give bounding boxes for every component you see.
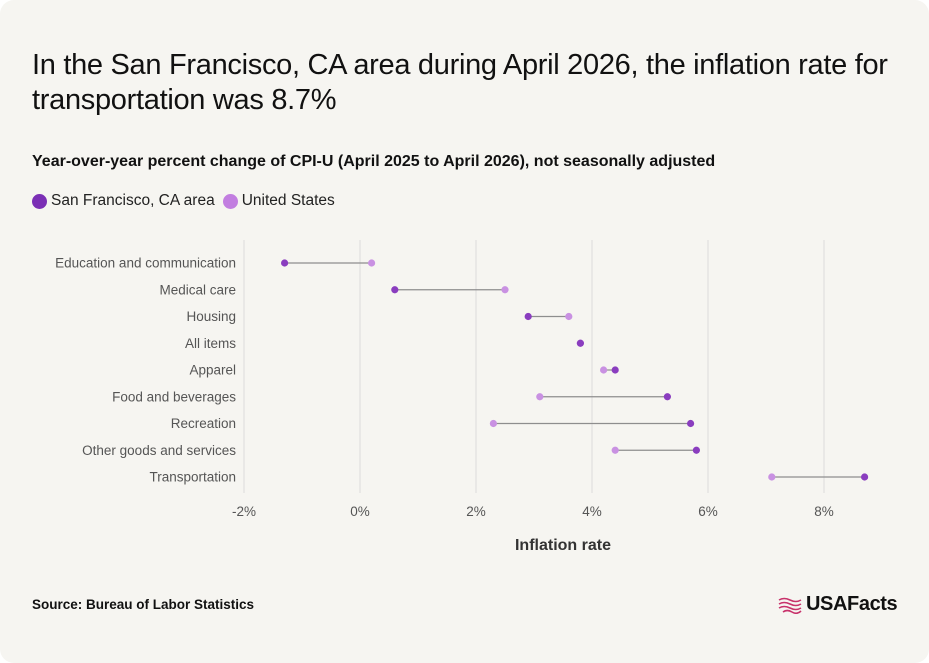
sf-point <box>861 473 869 481</box>
us-point <box>768 473 776 481</box>
chart-title: In the San Francisco, CA area during Apr… <box>32 49 888 116</box>
sf-point <box>611 366 619 374</box>
legend-label-us: United States <box>241 192 335 209</box>
us-point <box>501 286 509 294</box>
logo-text: USAFacts <box>806 593 898 615</box>
us-point <box>368 259 376 267</box>
x-tick-label: -2% <box>232 504 256 519</box>
flag-icon <box>778 597 802 614</box>
category-label: All items <box>185 336 236 351</box>
sf-point <box>281 259 289 267</box>
x-tick-label: 0% <box>350 504 370 519</box>
legend-marker-sf <box>32 193 47 209</box>
sf-point <box>524 312 532 321</box>
category-label: Transportation <box>149 470 236 485</box>
sf-point <box>692 446 701 454</box>
x-axis-title: Inflation rate <box>515 537 611 554</box>
category-label: Other goods and services <box>82 443 236 458</box>
source-note: Source: Bureau of Labor Statistics <box>32 597 255 612</box>
category-label: Apparel <box>189 363 236 378</box>
x-tick-label: 2% <box>466 504 486 519</box>
sf-point <box>391 286 399 294</box>
legend: San Francisco, CA area United States <box>32 192 343 210</box>
chart-subtitle: Year-over-year percent change of CPI-U (… <box>32 153 716 170</box>
sf-point <box>663 393 672 401</box>
category-label: Education and communication <box>55 256 236 271</box>
us-point <box>565 312 573 321</box>
sf-point <box>687 419 695 428</box>
category-label: Recreation <box>171 416 236 431</box>
x-tick-label: 4% <box>582 504 602 519</box>
us-point <box>600 366 608 374</box>
legend-item-sf: San Francisco, CA area <box>32 192 215 210</box>
us-point <box>536 393 544 401</box>
legend-label-sf: San Francisco, CA area <box>51 192 215 209</box>
legend-item-us: United States <box>222 192 335 210</box>
us-point <box>489 419 497 428</box>
us-point <box>611 446 619 454</box>
legend-marker-us <box>222 193 238 209</box>
sf-point <box>576 339 585 347</box>
category-label: Medical care <box>159 282 236 297</box>
x-tick-label: 8% <box>814 504 834 519</box>
usafacts-logo: USAFacts <box>778 593 898 616</box>
category-label: Housing <box>186 309 236 324</box>
category-label: Food and beverages <box>112 389 236 404</box>
x-tick-label: 6% <box>698 504 718 519</box>
